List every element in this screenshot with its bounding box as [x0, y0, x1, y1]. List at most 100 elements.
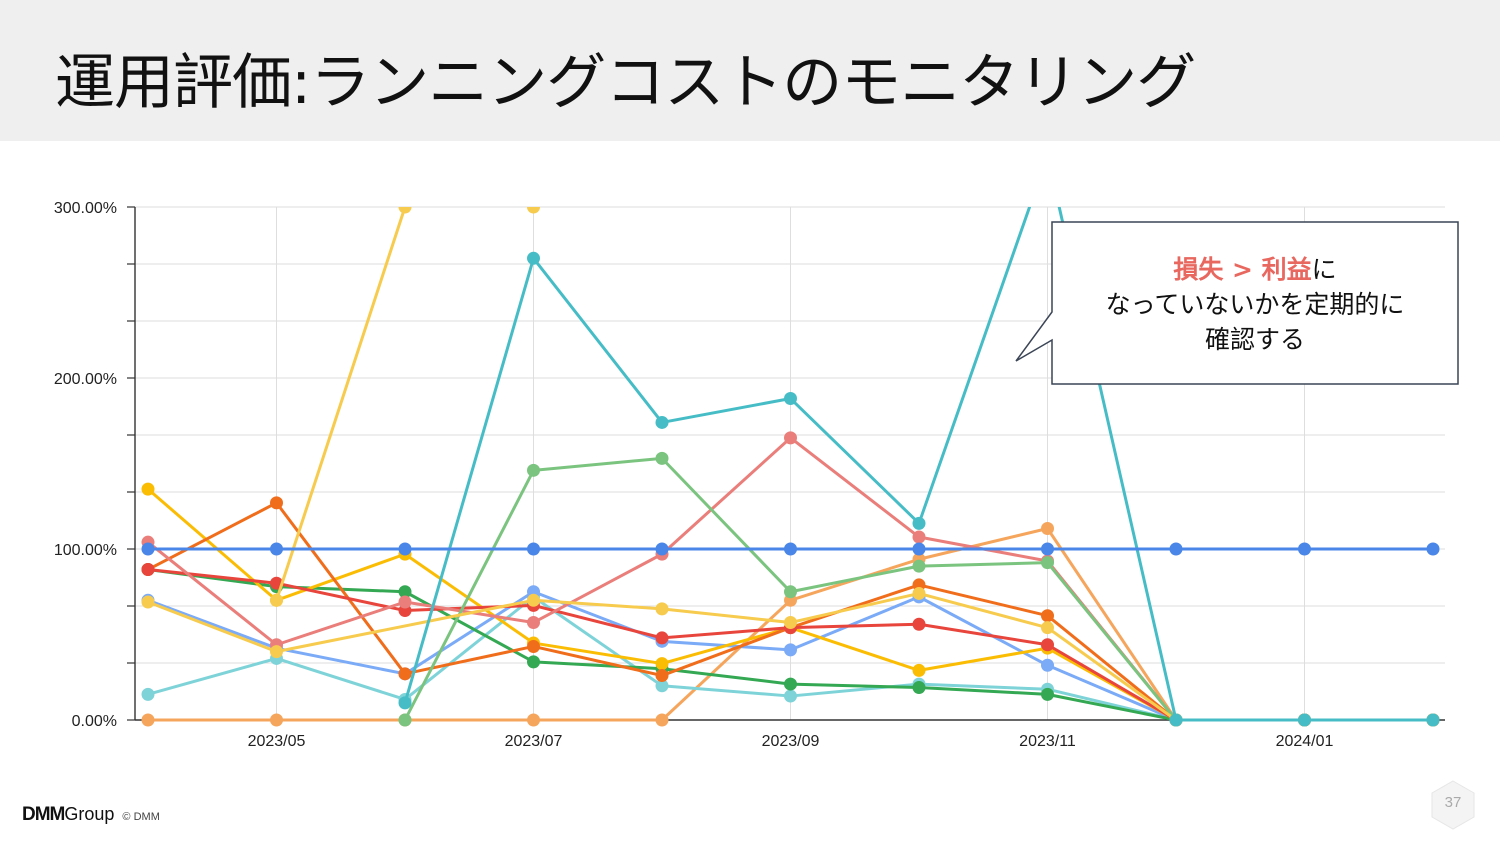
- data-point: [398, 667, 412, 681]
- data-point: [1041, 621, 1054, 635]
- data-point: [912, 530, 926, 544]
- y-tick-label: 300.00%: [54, 200, 117, 217]
- logo-dmm: DMM: [22, 804, 65, 825]
- data-point: [655, 451, 669, 465]
- data-point: [1426, 713, 1440, 727]
- data-point: [1169, 713, 1183, 727]
- callout-line-1: 損失 > 利益に: [1060, 252, 1450, 287]
- data-point: [655, 542, 669, 556]
- series: [527, 207, 540, 214]
- data-point: [141, 595, 155, 609]
- data-point: [912, 586, 926, 600]
- series: [398, 207, 1440, 727]
- callout-text: 損失 > 利益に なっていないかを定期的に 確認する: [1060, 252, 1450, 357]
- data-point: [398, 696, 412, 710]
- callout-emphasis: 損失 > 利益: [1173, 255, 1312, 284]
- data-point: [1041, 556, 1054, 570]
- data-point: [1298, 713, 1311, 727]
- chart-axes: 2023/05 2023/07 2023/09 2023/11 2024/01 300.0…: [54, 200, 1445, 750]
- data-point: [270, 496, 283, 510]
- data-point: [141, 713, 155, 727]
- data-point: [912, 617, 926, 631]
- data-point: [141, 482, 155, 496]
- series: [270, 207, 412, 607]
- series-line: [275, 207, 407, 601]
- data-point: [655, 631, 669, 645]
- data-point: [270, 593, 283, 607]
- data-point: [784, 643, 797, 657]
- plot-area: [141, 207, 1440, 727]
- data-point: [527, 463, 540, 477]
- data-point: [1298, 542, 1311, 556]
- slide-title: 運用評価:ランニングコストのモニタリング: [55, 48, 1196, 118]
- callout-line-1-suffix: に: [1311, 255, 1337, 284]
- data-point: [398, 585, 412, 599]
- data-point: [527, 639, 540, 653]
- data-point: [784, 392, 797, 406]
- data-point: [270, 713, 283, 727]
- x-tick-label: 2023/05: [248, 733, 306, 750]
- data-point: [1041, 687, 1054, 701]
- series: [141, 542, 1440, 556]
- data-point: [912, 542, 926, 556]
- data-point: [527, 593, 540, 607]
- data-point: [912, 663, 926, 677]
- data-point: [141, 563, 155, 577]
- data-point: [784, 616, 797, 630]
- data-point: [1041, 521, 1054, 535]
- x-tick-label: 2024/01: [1276, 733, 1334, 750]
- data-point: [784, 431, 797, 445]
- data-point: [784, 677, 797, 691]
- data-point: [912, 559, 926, 573]
- data-point: [912, 516, 926, 530]
- data-point: [655, 713, 669, 727]
- y-tick-label: 0.00%: [72, 713, 117, 730]
- page-number-badge: 37: [1430, 780, 1476, 830]
- data-point: [270, 645, 283, 659]
- data-point: [141, 542, 155, 556]
- x-tick-label: 2023/07: [505, 733, 563, 750]
- data-point: [912, 681, 926, 695]
- data-point: [1041, 542, 1054, 556]
- y-tick-label: 200.00%: [54, 371, 117, 388]
- slide-header: 運用評価:ランニングコストのモニタリング: [0, 0, 1500, 141]
- hexagon-icon: [1431, 780, 1475, 830]
- data-point: [1426, 542, 1440, 556]
- data-point: [655, 415, 669, 429]
- data-point: [1041, 609, 1054, 623]
- page-number: 37: [1444, 794, 1462, 811]
- data-point: [655, 669, 669, 683]
- data-point: [398, 713, 412, 727]
- callout-line-3: 確認する: [1204, 325, 1305, 354]
- callout-line-2: なっていないかを定期的に: [1105, 290, 1405, 319]
- data-point: [784, 689, 797, 703]
- chart-series: [141, 207, 1440, 727]
- data-point: [655, 602, 669, 616]
- data-point: [784, 542, 797, 556]
- data-point: [527, 542, 540, 556]
- data-point: [398, 542, 412, 556]
- data-point: [1041, 658, 1054, 672]
- logo-group: Group: [64, 804, 115, 824]
- data-point: [270, 542, 283, 556]
- copyright-text: © DMM: [122, 811, 160, 823]
- data-point: [1041, 638, 1054, 652]
- dmm-group-logo: DMMGroup © DMM: [22, 804, 160, 826]
- data-point: [398, 207, 412, 214]
- data-point: [527, 207, 540, 214]
- data-point: [398, 595, 412, 609]
- running-cost-line-chart: 2023/05 2023/07 2023/09 2023/11 2024/01 300.0…: [54, 200, 1459, 750]
- data-point: [141, 687, 155, 701]
- x-tick-label: 2023/11: [1019, 733, 1076, 750]
- y-tick-label: 100.00%: [54, 542, 117, 559]
- data-point: [527, 713, 540, 727]
- data-point: [655, 679, 669, 693]
- data-point: [527, 251, 540, 265]
- data-point: [527, 655, 540, 669]
- x-tick-label: 2023/09: [762, 733, 820, 750]
- data-point: [655, 657, 669, 671]
- data-point: [1169, 542, 1183, 556]
- data-point: [527, 616, 540, 630]
- data-point: [784, 585, 797, 599]
- callout-box: [1015, 221, 1459, 385]
